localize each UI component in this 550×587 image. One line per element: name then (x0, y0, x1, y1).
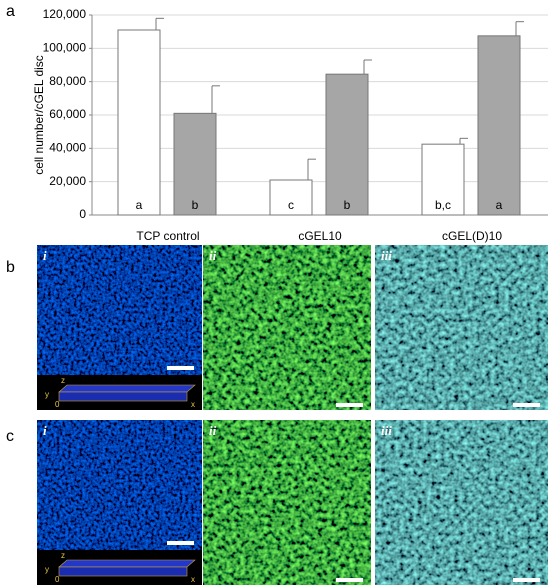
inset-volume (58, 384, 196, 393)
y-tick-label: 100,000 (43, 41, 87, 55)
inset-axis-label: y (45, 390, 49, 399)
significance-letter: b,c (435, 198, 451, 212)
inset-axis-label: 0 (55, 575, 60, 584)
y-tick-label: 80,000 (49, 74, 86, 88)
bar (421, 143, 465, 216)
scale-bar (336, 403, 363, 407)
significance-letter: b (192, 198, 199, 212)
inset-volume (58, 559, 196, 568)
inset-volume-front (58, 566, 188, 577)
y-tick-label: 0 (79, 207, 86, 221)
image-label: iii (381, 423, 392, 438)
inset-axis-label: z (61, 551, 65, 560)
micrograph (375, 420, 548, 585)
image-label: ii (209, 423, 217, 438)
x-tick-label: cGEL10 (298, 229, 342, 243)
scale-bar (167, 541, 194, 545)
y-tick-label: 20,000 (49, 174, 86, 188)
micrograph (203, 420, 371, 585)
bar (477, 35, 521, 216)
x-tick-label: TCP control (136, 229, 199, 243)
inset-axis-label: 0 (55, 400, 60, 409)
significance-letter: b (344, 198, 351, 212)
scale-bar (513, 578, 540, 582)
image-label: iii (381, 248, 392, 263)
panel-label: a (6, 3, 15, 20)
micrograph (203, 245, 371, 410)
x-tick-label: cGEL(D)10 (442, 229, 502, 243)
scale-bar (513, 403, 540, 407)
inset-volume-front (58, 391, 188, 402)
inset-axis-label: x (191, 400, 195, 409)
inset-axis-label: y (45, 565, 49, 574)
bar (269, 179, 313, 216)
significance-letter: a (496, 198, 503, 212)
bar (173, 112, 217, 216)
image-label: i (43, 248, 47, 263)
image-label: ii (209, 248, 217, 263)
image-label: i (43, 423, 47, 438)
panel-label: c (6, 428, 14, 445)
y-tick-label: 120,000 (43, 7, 87, 21)
significance-letter: c (288, 198, 294, 212)
bar (117, 29, 161, 216)
y-tick-label: 40,000 (49, 141, 86, 155)
inset-axis-label: x (191, 575, 195, 584)
y-tick-label: 60,000 (49, 107, 86, 121)
y-axis-label: cell number/cGEL disc (32, 55, 46, 175)
scale-bar (336, 578, 363, 582)
inset-axis-label: z (61, 376, 65, 385)
micrograph (375, 245, 548, 410)
significance-letter: a (136, 198, 143, 212)
scale-bar (167, 366, 194, 370)
panel-label: b (6, 259, 15, 276)
bar (325, 73, 369, 216)
